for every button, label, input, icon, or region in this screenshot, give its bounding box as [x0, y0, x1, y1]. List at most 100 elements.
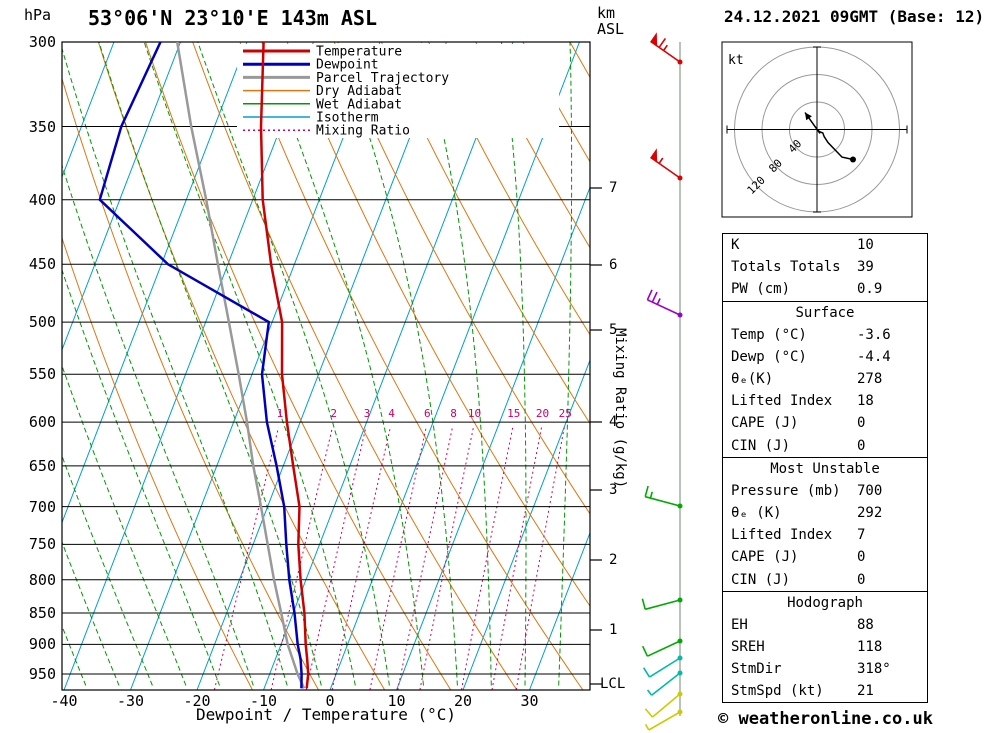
wet-adiabat-line: [62, 540, 120, 686]
table-row: Dewp (°C) -4.4: [723, 346, 927, 368]
stat-value: 7: [857, 527, 866, 544]
altitude-tick-label: 3: [609, 482, 618, 498]
pressure-tick-label: 550: [28, 365, 56, 384]
most-unstable-table: Most Unstable Pressure (mb) 700 θₑ (K) 292 Li…: [722, 456, 928, 592]
stat-value: 0: [857, 415, 866, 432]
mixing-ratio-value-label: 1: [277, 407, 284, 420]
isotherm-line: [63, 42, 314, 690]
mixing-ratio-line: [369, 427, 427, 690]
stat-label: CIN (J): [731, 437, 791, 454]
pressure-tick-label: 850: [28, 604, 56, 623]
wind-barb: [644, 485, 683, 509]
stat-label: K: [731, 237, 740, 254]
dry-adiabat-line: [97, 42, 386, 690]
barb-level-dot: [677, 312, 683, 318]
mixing-ratio-value-label: 10: [468, 407, 481, 420]
stat-value: 318°: [857, 661, 891, 678]
barb-level-dot: [677, 597, 683, 603]
wet-adiabat-line: [337, 42, 458, 686]
wind-barb: [646, 289, 683, 318]
dry-adiabat-line: [62, 236, 253, 690]
mixing-ratio-line: [491, 427, 542, 690]
stat-label: CAPE (J): [731, 415, 799, 432]
stat-value: -3.6: [857, 326, 891, 343]
pressure-tick-label: 650: [28, 456, 56, 475]
stat-label: Dewp (°C): [731, 348, 807, 365]
isopleth-layer: 1 2 3 4 6 8 10 15 20 25: [0, 38, 590, 690]
temperature-tick-label: 0: [325, 692, 335, 710]
mixing-ratio-line: [515, 427, 565, 690]
stat-value: 0: [857, 437, 866, 454]
isotherm-line: [263, 42, 514, 690]
stat-label: StmDir: [731, 661, 782, 678]
hodograph-trace-end-dot: [850, 156, 856, 163]
table-row: CAPE (J) 0: [723, 546, 927, 568]
wind-barb: [644, 709, 683, 731]
isotherm-line: [529, 531, 590, 690]
stat-value: 0: [857, 549, 866, 566]
pressure-tick-label: 500: [28, 313, 56, 332]
wet-adiabat-line: [261, 42, 424, 686]
barb-level-dot: [677, 655, 683, 661]
pressure-tick-label: 400: [28, 190, 56, 209]
altitude-tick-label: 5: [609, 322, 618, 338]
table-row: Lifted Index 18: [723, 390, 927, 412]
legend-label: Dewpoint: [316, 58, 379, 73]
wet-adiabat-line: [500, 42, 527, 686]
stat-value: 0.9: [857, 281, 883, 298]
wind-barb-column: [641, 32, 683, 731]
stat-label: CAPE (J): [731, 549, 799, 566]
wet-adiabat-line: [0, 38, 20, 685]
stat-label: StmSpd (kt): [731, 683, 824, 700]
plot-frame: [61, 41, 591, 691]
isotherm-line: [62, 42, 115, 179]
dry-adiabat-line: [286, 42, 590, 607]
table-row: StmDir 318°: [723, 658, 927, 680]
mixing-ratio-line: [213, 427, 279, 690]
pressure-tick-label: 700: [28, 497, 56, 516]
wet-adiabat-line: [62, 454, 153, 686]
isotherm-line: [130, 42, 381, 690]
pressure-tick-label: 950: [28, 665, 56, 683]
wind-barb: [641, 597, 683, 611]
indices-table: K 10 Totals Totals 39 PW (cm) 0.9: [722, 233, 928, 302]
hodograph-unit-label: kt: [728, 53, 744, 68]
page-title: 53°06'N 23°10'E 143m ASL: [88, 6, 377, 30]
temperature-tick-label: -40: [50, 692, 78, 710]
altitude-axis-unit-km: km: [597, 4, 616, 22]
mixing-ratio-line: [419, 427, 474, 690]
dry-adiabat-line: [428, 42, 590, 336]
dry-adiabat-line: [333, 42, 590, 515]
table-header: Hodograph: [787, 594, 863, 611]
isotherm-line: [62, 42, 181, 352]
stat-label: θₑ(K): [731, 371, 774, 388]
dewpoint-curve: [98, 42, 303, 689]
pressure-tick-label: 600: [28, 413, 56, 432]
isotherm-line: [396, 186, 590, 690]
dry-adiabat-line: [145, 42, 452, 690]
mixing-ratio-value-label: 2: [330, 407, 337, 420]
wet-adiabat-line: [62, 46, 288, 686]
copyright-link[interactable]: © weatheronline.co.uk: [718, 709, 933, 729]
mixing-ratio-value-label: 3: [364, 407, 371, 420]
mixing-ratio-value-label: 8: [450, 407, 457, 420]
wind-barb: [642, 655, 683, 678]
pressure-tick-label: 450: [28, 255, 56, 274]
stat-value: 10: [857, 237, 874, 254]
stat-value: 88: [857, 616, 874, 633]
parcel-trajectory-curve: [175, 42, 306, 689]
barb-level-dot: [677, 59, 683, 65]
mixing-ratio-value-label: 25: [559, 407, 572, 420]
wet-adiabat-line: [62, 164, 254, 686]
wet-adiabat-line: [62, 268, 220, 686]
table-row: θₑ(K) 278: [723, 368, 927, 390]
dry-adiabat-line: [62, 76, 319, 690]
mixing-ratio-axis-label: Mixing Ratio (g/kg): [612, 328, 628, 489]
temperature-tick-label: -20: [183, 692, 211, 710]
mixing-ratio-line: [461, 427, 514, 690]
altitude-tick-label: 6: [609, 257, 618, 273]
altitude-tick-label: 2: [609, 552, 618, 568]
barb-level-dot: [677, 638, 683, 644]
pressure-tick-label: 300: [28, 33, 56, 51]
